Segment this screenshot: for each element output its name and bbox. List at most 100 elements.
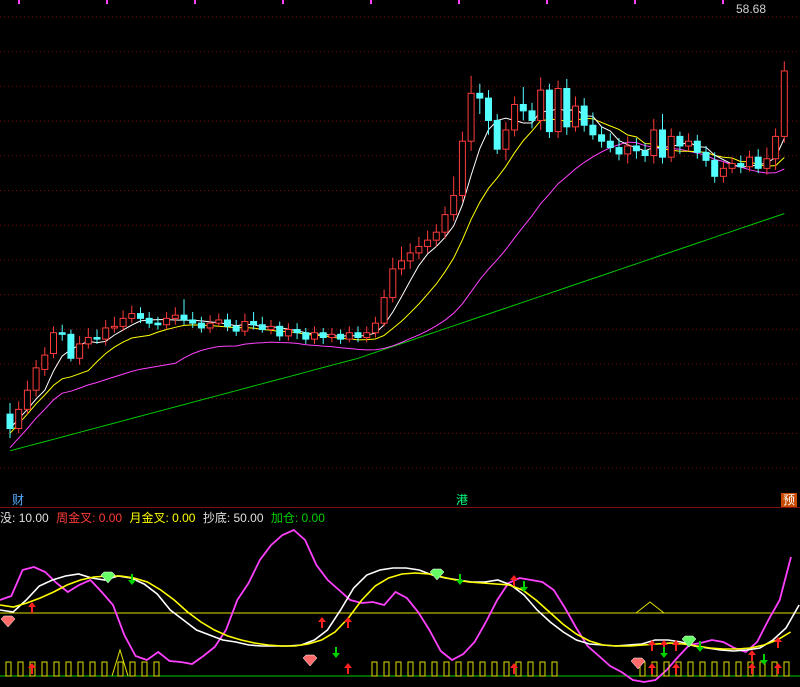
candle-down <box>659 129 666 158</box>
candle-up <box>110 325 118 329</box>
candle-down <box>702 151 710 161</box>
candle-up <box>511 103 519 131</box>
candle-down <box>337 333 345 340</box>
signal-spike <box>111 648 129 677</box>
sell-arrow <box>456 574 464 585</box>
top-markers <box>18 0 724 4</box>
candle-down <box>754 156 762 169</box>
buy-arrow <box>748 650 756 661</box>
candle-down <box>250 321 258 326</box>
sell-arrow <box>660 647 668 658</box>
candle-down <box>302 332 310 340</box>
candle-up <box>50 332 57 354</box>
gem-red <box>630 657 646 670</box>
badge-gang[interactable]: 港 <box>456 493 469 507</box>
signal-bar <box>65 661 72 677</box>
signal-bar <box>711 661 718 677</box>
ind-item-3-value: 50.00 <box>233 511 264 525</box>
candle-up <box>128 313 136 319</box>
candle-up <box>41 354 49 370</box>
buy-arrow <box>774 663 782 674</box>
candle-down <box>224 319 231 327</box>
signal-bar <box>53 661 60 677</box>
buy-arrow <box>510 575 518 586</box>
kdj-k-line <box>0 567 800 652</box>
indicator-panel <box>0 528 800 683</box>
candle-down <box>197 322 205 329</box>
candle-down <box>693 140 701 153</box>
ind-item-0-sep: : <box>12 511 19 525</box>
top-tick <box>546 0 548 4</box>
signal-bar <box>539 661 546 677</box>
buy-arrow <box>344 663 352 674</box>
candle-up <box>432 231 440 241</box>
signal-bar <box>41 661 48 677</box>
buy-arrow <box>774 637 782 648</box>
candle-down <box>615 147 623 155</box>
candle-down <box>589 124 597 136</box>
candle-up <box>102 327 110 340</box>
candle-down <box>519 103 527 112</box>
badge-yu[interactable]: 预 <box>781 493 798 507</box>
top-tick <box>18 0 20 4</box>
candle-up <box>23 389 31 410</box>
ind-item-1-label: 周金叉: <box>56 511 99 525</box>
threshold-peak <box>635 601 665 614</box>
signal-bar <box>663 661 670 677</box>
candle-down <box>528 110 536 121</box>
signal-bar <box>89 661 96 677</box>
candle-down <box>67 333 75 359</box>
candle-down <box>232 325 240 332</box>
signal-bar <box>395 661 402 677</box>
kdj-j-line <box>0 528 792 683</box>
signal-bar <box>699 661 706 677</box>
candle-up <box>267 325 275 331</box>
gem-green <box>681 635 697 648</box>
candle-up <box>371 322 379 334</box>
candle-up <box>450 194 458 216</box>
buy-arrow <box>510 663 518 674</box>
candle-up <box>467 92 475 142</box>
signal-bar <box>479 661 486 677</box>
candle-up <box>363 332 371 339</box>
top-tick <box>722 0 724 4</box>
signal-bar <box>407 661 414 677</box>
candle-up <box>772 135 780 160</box>
candle-down <box>293 329 301 334</box>
candle-up <box>502 129 510 150</box>
candle-down <box>189 319 197 324</box>
candle-down <box>6 413 14 429</box>
top-tick <box>106 0 108 4</box>
buy-arrow <box>648 663 656 674</box>
candle-up <box>728 163 736 169</box>
buy-arrow <box>648 640 656 651</box>
signal-bar <box>29 661 36 677</box>
price-grid <box>0 16 800 469</box>
ind-item-4-label: 加仓: <box>270 511 302 525</box>
candle-down <box>180 314 188 321</box>
candle-down <box>258 324 266 331</box>
candle-down <box>137 313 144 319</box>
candle-down <box>580 105 588 126</box>
signal-bar <box>515 661 522 677</box>
ma60-line <box>9 213 785 452</box>
signal-bar <box>467 661 474 677</box>
badge-cai[interactable]: 财 <box>12 493 25 507</box>
candle-down <box>632 145 640 152</box>
candle-up <box>32 367 40 391</box>
candle-down <box>476 92 484 99</box>
signal-bar <box>723 661 730 677</box>
signal-bar <box>771 661 778 677</box>
candle-up <box>406 252 414 262</box>
candle-up <box>719 167 727 177</box>
sell-arrow <box>332 647 340 658</box>
candle-down <box>354 332 362 339</box>
buy-arrow <box>660 640 668 651</box>
candle-up <box>241 321 249 332</box>
candle-up <box>572 105 579 128</box>
gem-red <box>0 615 16 628</box>
candle-up <box>537 89 545 121</box>
indicator-bar: 没: 10.00 周金叉: 0.00 月金叉: 0.00 抄底: 50.00 加… <box>0 509 325 527</box>
candle-down <box>676 135 684 147</box>
